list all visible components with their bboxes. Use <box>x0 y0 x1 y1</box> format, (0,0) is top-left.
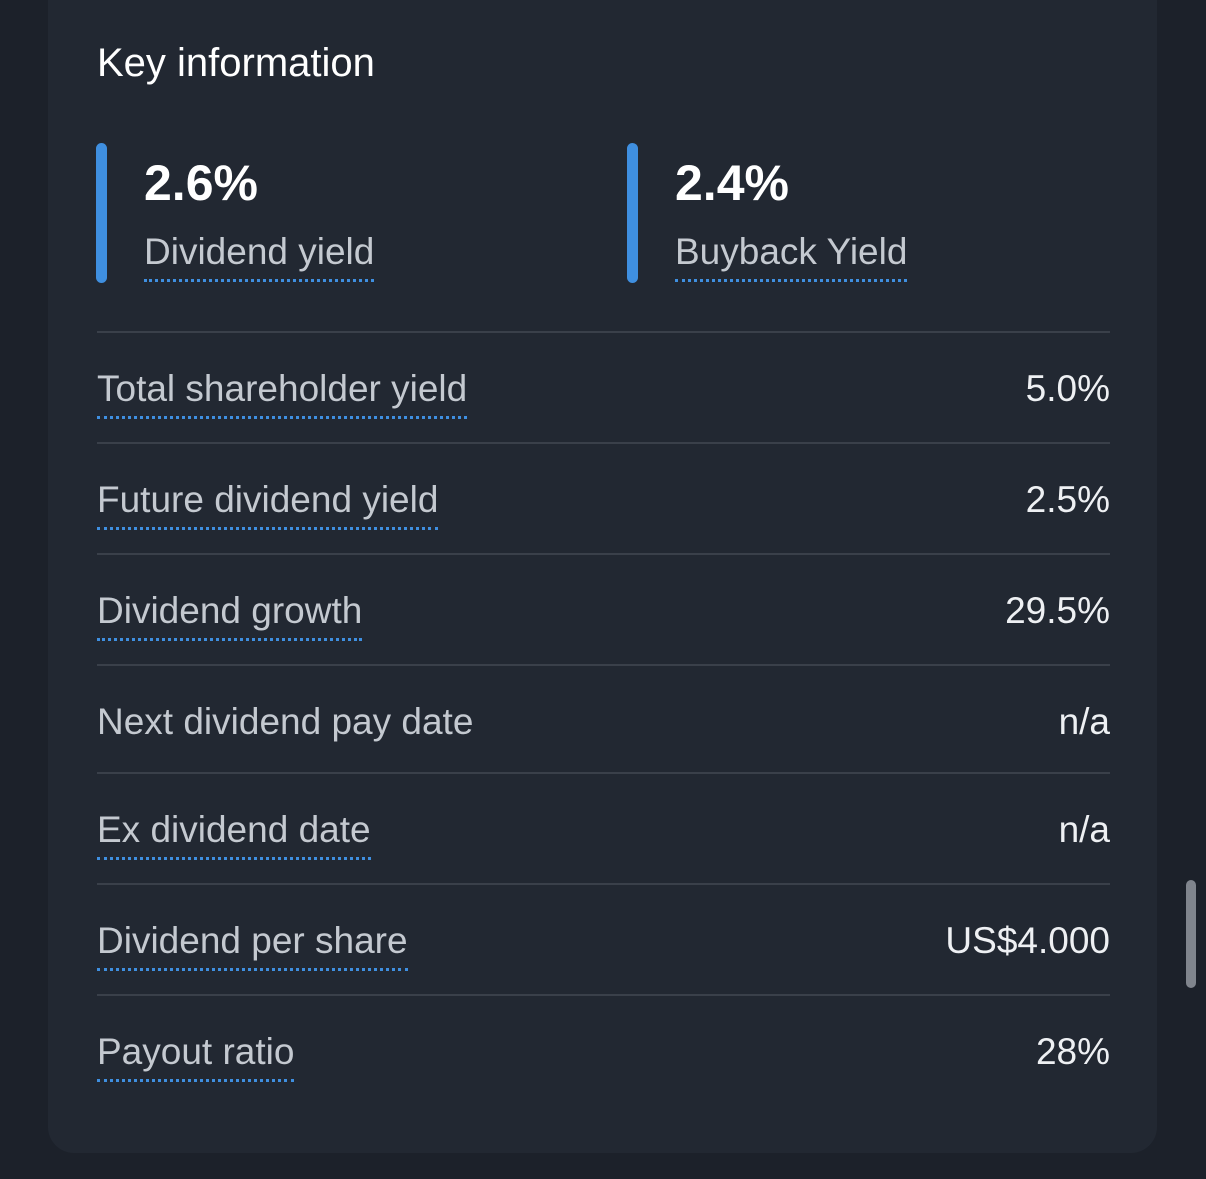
info-row-label[interactable]: Ex dividend date <box>97 807 371 860</box>
info-row-value: 5.0% <box>1025 368 1110 409</box>
info-row-label[interactable]: Payout ratio <box>97 1029 295 1082</box>
kpi-value: 2.4% <box>675 155 789 211</box>
info-row-value: 29.5% <box>1005 590 1110 631</box>
info-row-value: 2.5% <box>1025 479 1110 520</box>
info-row-value: n/a <box>1058 809 1110 850</box>
info-row-value: n/a <box>1058 701 1110 742</box>
info-row-total-shareholder-yield: Total shareholder yield 5.0% <box>97 331 1110 444</box>
info-row-label[interactable]: Dividend growth <box>97 588 363 641</box>
kpi-accent-bar <box>96 143 107 283</box>
info-row-ex-dividend-date: Ex dividend date n/a <box>97 772 1110 885</box>
scrollbar-thumb[interactable] <box>1186 880 1196 988</box>
info-row-label[interactable]: Dividend per share <box>97 918 408 971</box>
info-row-label[interactable]: Future dividend yield <box>97 477 439 530</box>
info-row-next-dividend-pay-date: Next dividend pay date n/a <box>97 664 1110 774</box>
info-row-value: 28% <box>1035 1031 1110 1072</box>
section-title: Key information <box>97 41 375 85</box>
info-row-payout-ratio: Payout ratio 28% <box>97 994 1110 1107</box>
info-row-future-dividend-yield: Future dividend yield 2.5% <box>97 442 1110 555</box>
info-row-dividend-per-share: Dividend per share US$4.000 <box>97 883 1110 996</box>
key-information-card <box>48 0 1157 1153</box>
kpi-label-dividend-yield[interactable]: Dividend yield <box>144 229 375 282</box>
info-row-dividend-growth: Dividend growth 29.5% <box>97 553 1110 666</box>
kpi-value: 2.6% <box>144 155 258 211</box>
info-row-label: Next dividend pay date <box>97 701 474 742</box>
kpi-label-buyback-yield[interactable]: Buyback Yield <box>675 229 908 282</box>
info-row-value: US$4.000 <box>945 920 1110 961</box>
kpi-accent-bar <box>627 143 638 283</box>
info-row-label[interactable]: Total shareholder yield <box>97 366 468 419</box>
